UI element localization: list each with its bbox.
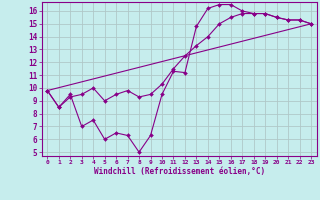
X-axis label: Windchill (Refroidissement éolien,°C): Windchill (Refroidissement éolien,°C) (94, 167, 265, 176)
